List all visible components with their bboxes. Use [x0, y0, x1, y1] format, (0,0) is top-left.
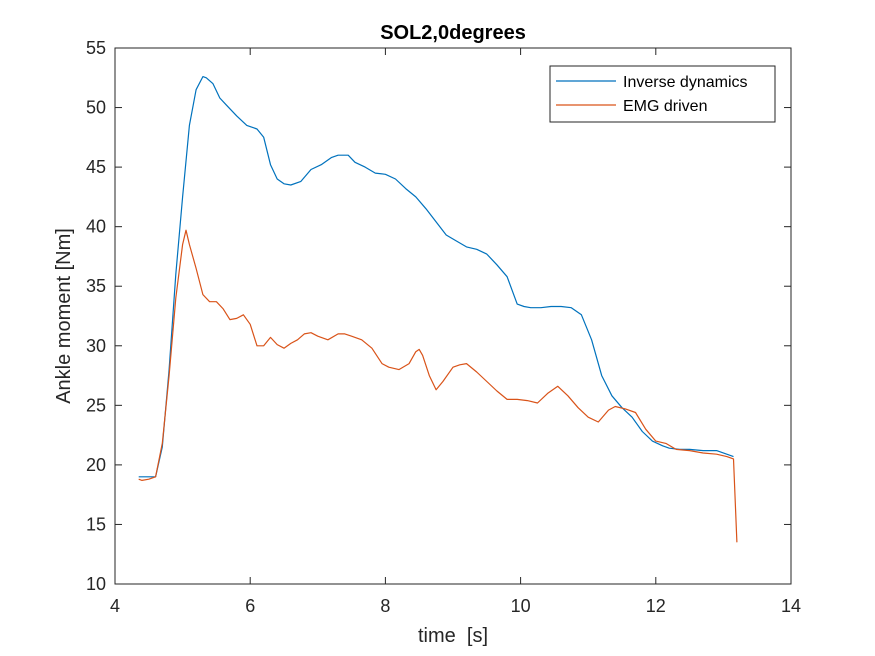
y-tick-label: 35 — [86, 276, 106, 296]
x-tick-label: 6 — [245, 596, 255, 616]
x-tick-label: 14 — [781, 596, 801, 616]
legend-label-2: EMG driven — [623, 98, 707, 115]
y-tick-label: 15 — [86, 514, 106, 534]
plot-area — [115, 48, 791, 584]
legend-box — [549, 65, 776, 123]
x-axis-label: time [s] — [418, 625, 488, 647]
series-line-2 — [138, 229, 738, 543]
y-tick-label: 40 — [86, 217, 106, 237]
x-tick-label: 12 — [646, 596, 666, 616]
legend-label-1: Inverse dynamics — [623, 74, 748, 91]
y-tick-label: 20 — [86, 455, 106, 475]
y-tick-label: 30 — [86, 336, 106, 356]
series-layer — [138, 75, 738, 543]
y-tick-label: 50 — [86, 98, 106, 118]
x-tick-label: 4 — [110, 596, 120, 616]
y-tick-label: 25 — [86, 395, 106, 415]
legend: Inverse dynamics EMG driven — [549, 65, 776, 123]
x-axis: 4 6 8 10 12 14 — [110, 48, 801, 616]
y-tick-label: 45 — [86, 157, 106, 177]
y-axis: 10 15 20 25 30 35 40 45 50 55 — [86, 38, 791, 594]
series-line-1 — [138, 75, 734, 478]
y-tick-label: 55 — [86, 38, 106, 58]
x-tick-label: 8 — [380, 596, 390, 616]
axes-box — [114, 47, 792, 585]
x-tick-label: 10 — [511, 596, 531, 616]
chart-title: SOL2,0degrees — [380, 22, 526, 44]
y-axis-label: Ankle moment [Nm] — [53, 228, 75, 404]
y-tick-label: 10 — [86, 574, 106, 594]
